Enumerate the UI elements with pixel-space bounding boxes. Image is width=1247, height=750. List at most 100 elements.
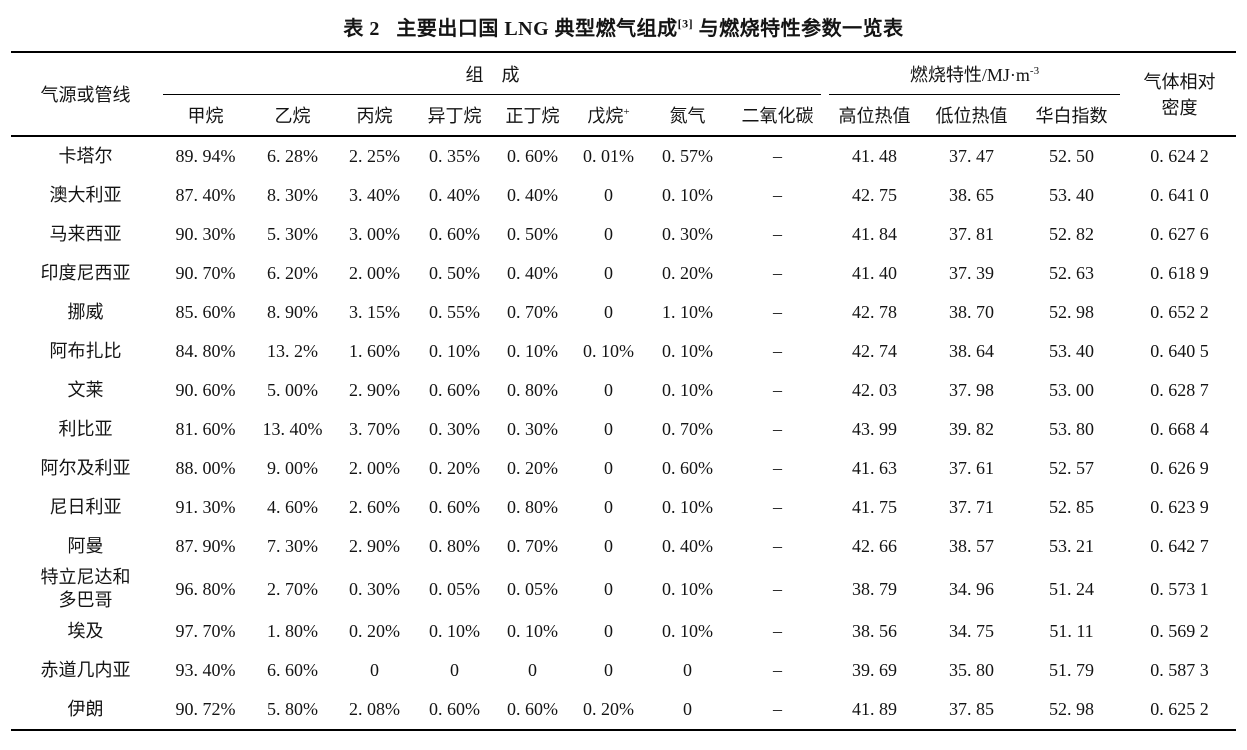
table-row: 埃及 97. 70% 1. 80% 0. 20% 0. 10% 0. 10% 0 0. 10%… <box>11 612 1235 651</box>
cell-value: 6. 60% <box>266 660 318 680</box>
table-row: 卡塔尔 89. 94% 6. 28% 2. 25% 0. 35% 0. 60% 0. 01%… <box>11 136 1235 176</box>
combustion-group-label: 燃烧特性/MJ·m-3 <box>829 53 1120 95</box>
cell-value: 85. 60% <box>175 302 236 322</box>
table-row: 利比亚 81. 60% 13. 40% 3. 70% 0. 30% 0. 30% 0 0. 7… <box>11 410 1235 449</box>
cell-value: 53. 40 <box>1049 185 1094 205</box>
col-header-propane: 丙烷 <box>333 95 416 137</box>
cell-value: 41. 48 <box>851 146 897 166</box>
cell-value: 37. 47 <box>948 146 994 166</box>
cell-value: 51. 11 <box>1049 621 1094 641</box>
cell-value: 0 <box>603 263 613 283</box>
cell-value: 53. 00 <box>1049 380 1094 400</box>
group-header-combustion: 燃烧特性/MJ·m-3 <box>825 52 1123 95</box>
cell-value: 0. 50% <box>428 263 480 283</box>
cell-gas-source: 伊朗 <box>67 699 104 719</box>
table-row: 挪威 85. 60% 8. 90% 3. 15% 0. 55% 0. 70% 0 1. 10%… <box>11 293 1235 332</box>
cell-value: 0 <box>603 380 613 400</box>
cell-value: 90. 30% <box>175 224 236 244</box>
cell-value: 38. 70 <box>948 302 994 322</box>
cell-value: 0 <box>603 660 613 680</box>
cell-value: 6. 20% <box>266 263 318 283</box>
cell-value: 4. 60% <box>266 497 318 517</box>
cell-value: 0. 05% <box>506 578 558 599</box>
cell-value: 2. 70% <box>266 578 318 599</box>
col-header-carbon-dioxide: 二氧化碳 <box>729 95 826 137</box>
cell-value: 5. 00% <box>266 380 318 400</box>
cell-value: 2. 25% <box>348 146 400 166</box>
cell-value: – <box>772 341 782 361</box>
cell-value: 43. 99 <box>851 419 897 439</box>
col-header-nbutane: 正丁烷 <box>493 95 572 137</box>
cell-value: – <box>772 578 782 599</box>
column-header-row: 甲烷 乙烷 丙烷 异丁烷 正丁烷 戊烷+ 氮气 二氧化碳 高位热值 低位热值 华… <box>11 95 1235 137</box>
table-row: 阿布扎比 84. 80% 13. 2% 1. 60% 0. 10% 0. 10% 0. 10… <box>11 332 1235 371</box>
cell-value: – <box>772 621 782 641</box>
cell-value: 90. 72% <box>175 699 236 719</box>
cell-value: 52. 98 <box>1049 302 1094 322</box>
cell-value: 52. 50 <box>1049 146 1094 166</box>
cell-value: 3. 15% <box>348 302 400 322</box>
cell-value: – <box>772 185 782 205</box>
cell-value: – <box>772 497 782 517</box>
cell-value: 0. 641 0 <box>1150 185 1209 205</box>
cell-value: 0. 618 9 <box>1150 263 1209 283</box>
cell-value: 42. 74 <box>851 341 897 361</box>
cell-value: 0. 20% <box>428 458 480 478</box>
cell-value: 0. 10% <box>661 497 713 517</box>
cell-value: 0. 80% <box>506 380 558 400</box>
cell-value: 2. 00% <box>348 263 400 283</box>
cell-value: 39. 82 <box>948 419 994 439</box>
cell-value: 53. 40 <box>1049 341 1094 361</box>
cell-value: 0 <box>603 419 613 439</box>
cell-value: 53. 21 <box>1049 536 1094 556</box>
cell-value: 0. 10% <box>661 341 713 361</box>
cell-value: 0. 626 9 <box>1150 458 1209 478</box>
cell-value: 0. 20% <box>506 458 558 478</box>
cell-value: 87. 90% <box>175 536 236 556</box>
table-body: 卡塔尔 89. 94% 6. 28% 2. 25% 0. 35% 0. 60% 0. 01%… <box>11 136 1235 730</box>
cell-value: 0 <box>369 660 379 680</box>
cell-value: 1. 10% <box>661 302 713 322</box>
cell-value: 0. 652 2 <box>1150 302 1209 322</box>
cell-value: 42. 03 <box>851 380 897 400</box>
cell-value: 41. 84 <box>851 224 897 244</box>
col-header-ethane: 乙烷 <box>251 95 334 137</box>
cell-value: 0. 60% <box>506 146 558 166</box>
cell-value: 1. 60% <box>348 341 400 361</box>
table-caption: 表 2 主要出口国 LNG 典型燃气组成[3] 与燃烧特性参数一览表 <box>0 12 1247 41</box>
cell-value: 41. 75 <box>851 497 897 517</box>
cell-value: 0. 70% <box>506 302 558 322</box>
cell-value: 41. 89 <box>851 699 897 719</box>
cell-value: 0. 640 5 <box>1150 341 1209 361</box>
table-row: 文莱 90. 60% 5. 00% 2. 90% 0. 60% 0. 80% 0 0. 10%… <box>11 371 1235 410</box>
cell-value: 0. 20% <box>348 621 400 641</box>
cell-value: 0. 569 2 <box>1150 621 1209 641</box>
table-row: 尼日利亚 91. 30% 4. 60% 2. 60% 0. 60% 0. 80% 0 0. 1… <box>11 488 1235 527</box>
cell-value: 0. 70% <box>506 536 558 556</box>
cell-value: – <box>772 302 782 322</box>
col-header-relative-density: 气体相对 密度 <box>1123 52 1236 137</box>
table-caption-main: 表 2 主要出口国 LNG 典型燃气组成 <box>343 18 678 40</box>
cell-value: 0. 30% <box>661 224 713 244</box>
table-row: 澳大利亚 87. 40% 8. 30% 3. 40% 0. 40% 0. 40% 0 0. 1… <box>11 176 1235 215</box>
cell-value: 13. 2% <box>266 341 318 361</box>
cell-value: 52. 85 <box>1049 497 1094 517</box>
table-row: 印度尼西亚 90. 70% 6. 20% 2. 00% 0. 50% 0. 40% 0 0. … <box>11 254 1235 293</box>
cell-gas-source: 马来西亚 <box>49 224 122 244</box>
cell-gas-source: 卡塔尔 <box>58 146 113 166</box>
cell-gas-source: 埃及 <box>67 621 104 641</box>
cell-value: 0. 10% <box>428 621 480 641</box>
cell-gas-source: 印度尼西亚 <box>40 263 131 283</box>
cell-value: 42. 66 <box>851 536 897 556</box>
col-header-lower-heating-value: 低位热值 <box>923 95 1020 137</box>
cell-value: 42. 75 <box>851 185 897 205</box>
cell-value: 0. 60% <box>428 380 480 400</box>
cell-value: 90. 70% <box>175 263 236 283</box>
cell-value: 5. 80% <box>266 699 318 719</box>
cell-value: 0 <box>449 660 459 680</box>
cell-value: 0 <box>603 458 613 478</box>
cell-value: – <box>772 263 782 283</box>
cell-value: 0. 20% <box>661 263 713 283</box>
cell-value: 89. 94% <box>175 146 236 166</box>
